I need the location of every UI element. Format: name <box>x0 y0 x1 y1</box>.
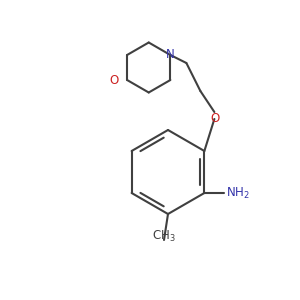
Text: O: O <box>211 112 220 124</box>
Text: NH$_2$: NH$_2$ <box>226 185 250 200</box>
Text: O: O <box>110 74 119 86</box>
Text: CH$_3$: CH$_3$ <box>152 229 176 244</box>
Text: N: N <box>166 49 175 62</box>
